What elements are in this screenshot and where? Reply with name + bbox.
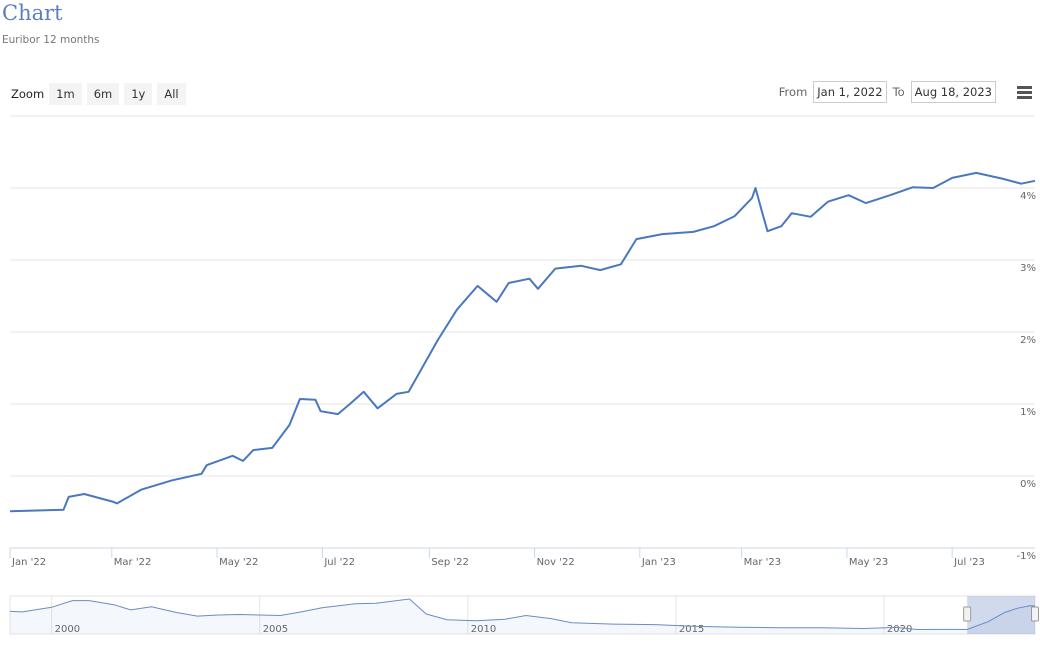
date-range: From Jan 1, 2022 To Aug 18, 2023 [779,81,996,103]
y-tick-label: 0% [1020,479,1036,490]
zoom-selector: Zoom 1m 6m 1y All [11,83,186,105]
x-tick-label: Mar '22 [114,557,152,568]
x-tick-label: Mar '23 [744,557,782,568]
x-tick-label: Jul '22 [323,557,355,568]
x-tick-label: May '22 [219,557,258,568]
x-tick-label: Jul '23 [953,557,985,568]
y-tick-label: 2% [1020,335,1036,346]
zoom-all-button[interactable]: All [157,83,186,105]
navigator-tick-label: 2010 [471,624,496,635]
chart-subtitle: Euribor 12 months [2,34,100,46]
y-tick-label: 3% [1020,263,1036,274]
to-label: To [892,85,905,99]
navigator-tick-label: 2020 [887,624,912,635]
zoom-label: Zoom [11,87,45,101]
to-date-input[interactable]: Aug 18, 2023 [910,81,996,103]
zoom-1m-button[interactable]: 1m [49,83,82,105]
x-tick-label: Jan '22 [11,557,46,568]
from-date-input[interactable]: Jan 1, 2022 [813,81,887,103]
navigator-line [9,598,1036,631]
navigator-tick-label: 2015 [679,624,704,635]
y-tick-label: 1% [1020,407,1036,418]
zoom-1y-button[interactable]: 1y [124,83,153,105]
navigator-tick-label: 2005 [263,624,288,635]
chart-title: Chart [2,1,63,25]
navigator-tick-label: 2000 [55,624,80,635]
navigator-handle[interactable] [963,606,972,622]
hamburger-menu-icon[interactable] [1017,86,1032,101]
y-tick-label: 4% [1020,191,1036,202]
x-tick-label: Sep '22 [431,557,469,568]
x-tick-label: Nov '22 [537,557,575,568]
series-line [9,171,1036,513]
navigator-handle[interactable] [1031,606,1039,622]
zoom-6m-button[interactable]: 6m [86,83,120,105]
navigator-selection [967,596,1035,634]
y-tick-label: -1% [1017,551,1036,562]
from-label: From [778,85,808,99]
navigator-background [9,595,1036,635]
x-tick-label: May '23 [849,557,888,568]
x-tick-label: Jan '23 [641,557,676,568]
